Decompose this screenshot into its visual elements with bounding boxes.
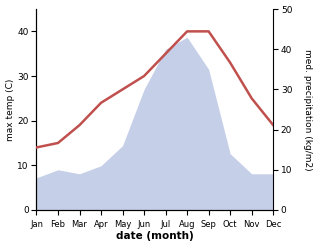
Y-axis label: med. precipitation (kg/m2): med. precipitation (kg/m2): [303, 49, 313, 170]
X-axis label: date (month): date (month): [116, 231, 194, 242]
Y-axis label: max temp (C): max temp (C): [5, 78, 15, 141]
